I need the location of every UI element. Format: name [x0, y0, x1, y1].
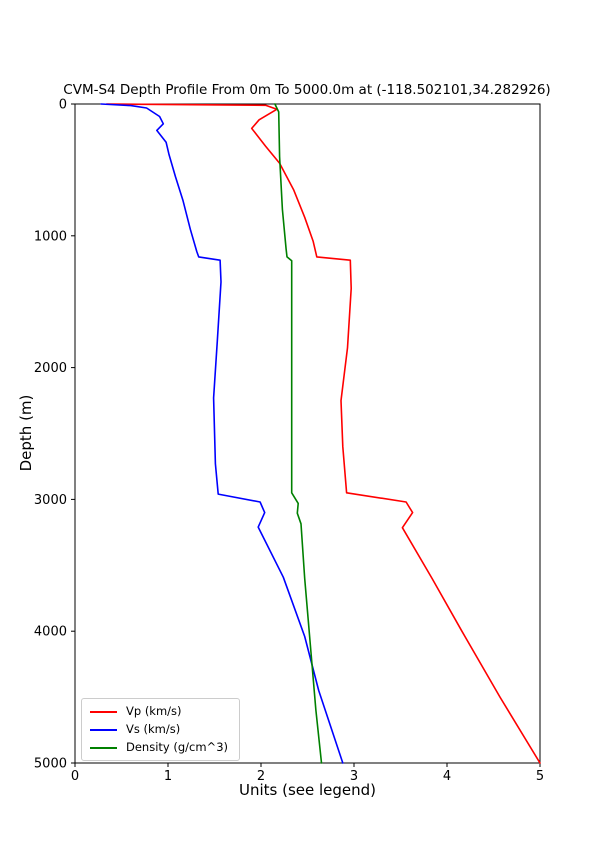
y-axis-label: Depth (m): [17, 394, 35, 472]
y-tick-label: 1000: [34, 229, 67, 244]
chart-title: CVM-S4 Depth Profile From 0m To 5000.0m …: [63, 82, 551, 98]
y-tick-label: 3000: [34, 493, 67, 508]
y-tick-label: 5000: [34, 757, 67, 772]
legend-label-vs: Vs (km/s): [126, 722, 181, 736]
vp-line-swatch-icon: [90, 710, 117, 713]
legend-item-vp: Vp (km/s): [90, 705, 228, 718]
series-line-vs: [100, 103, 344, 764]
density-line-swatch-icon: [90, 746, 117, 749]
legend: Vp (km/s) Vs (km/s) Density (g/cm^3): [81, 698, 241, 761]
legend-item-density: Density (g/cm^3): [90, 741, 228, 754]
y-tick-label: 0: [59, 98, 67, 113]
series-line-density: [274, 103, 323, 764]
vs-line-swatch-icon: [90, 728, 117, 731]
y-tick-label: 4000: [34, 625, 67, 640]
x-tick-label: 1: [164, 769, 172, 784]
x-tick-label: 0: [71, 769, 79, 784]
x-tick-label: 2: [257, 769, 265, 784]
x-tick-label: 4: [443, 769, 451, 784]
legend-label-vp: Vp (km/s): [126, 704, 182, 718]
series-line-vp: [105, 103, 541, 764]
x-tick-label: 3: [350, 769, 358, 784]
x-tick-label: 5: [536, 769, 544, 784]
legend-item-vs: Vs (km/s): [90, 723, 228, 736]
axes-box: [74, 103, 541, 764]
x-axis-label: Units (see legend): [238, 781, 377, 799]
legend-label-density: Density (g/cm^3): [126, 740, 229, 754]
y-tick-label: 2000: [34, 361, 67, 376]
